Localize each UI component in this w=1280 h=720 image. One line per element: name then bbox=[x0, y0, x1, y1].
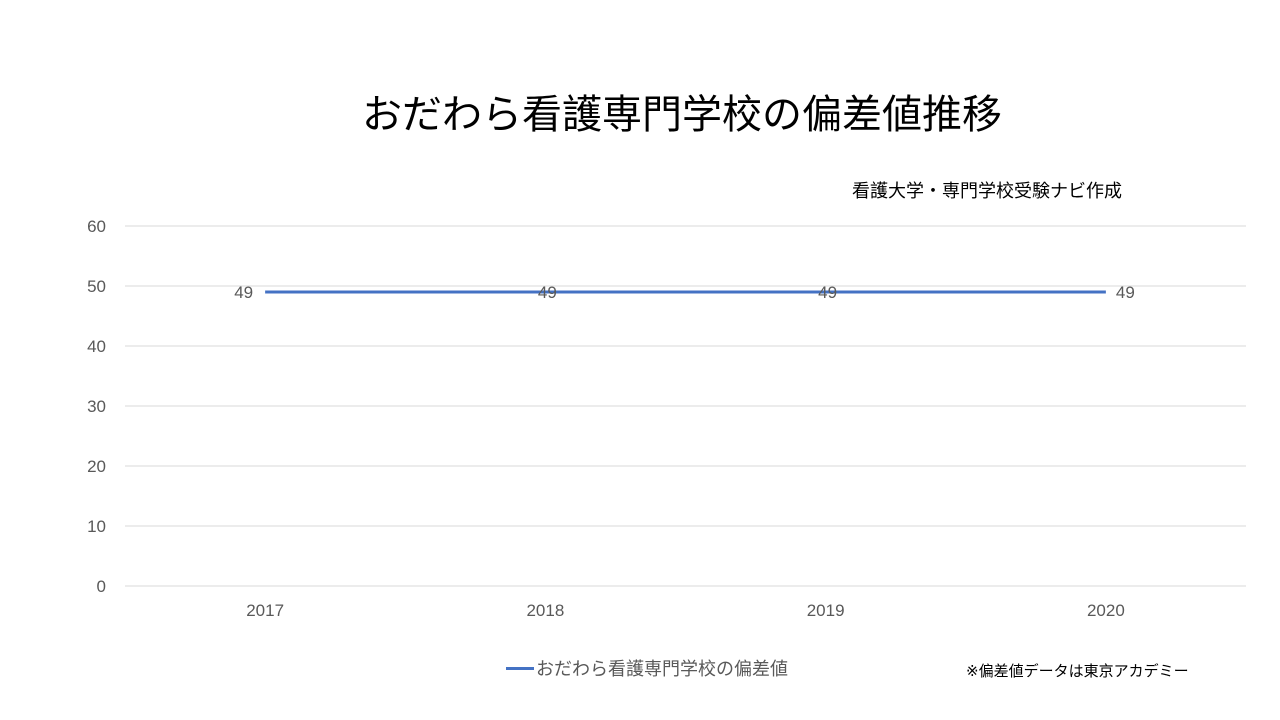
data-label: 49 bbox=[538, 283, 557, 302]
legend: おだわら看護専門学校の偏差値 bbox=[506, 655, 788, 681]
y-tick-label: 60 bbox=[87, 217, 106, 236]
y-tick-label: 50 bbox=[87, 277, 106, 296]
y-tick-label: 40 bbox=[87, 337, 106, 356]
data-label: 49 bbox=[234, 283, 253, 302]
y-tick-label: 10 bbox=[87, 517, 106, 536]
x-tick-label: 2017 bbox=[246, 601, 284, 620]
x-tick-label: 2019 bbox=[807, 601, 845, 620]
chart-title: おだわら看護専門学校の偏差値推移 bbox=[362, 92, 1002, 138]
x-tick-label: 2020 bbox=[1087, 601, 1125, 620]
chart-subtitle: 看護大学・専門学校受験ナビ作成 bbox=[852, 181, 1122, 202]
y-tick-label: 30 bbox=[87, 397, 106, 416]
legend-swatch bbox=[506, 666, 534, 670]
source-note: ※偏差値データは東京アカデミー bbox=[966, 662, 1189, 680]
data-label: 49 bbox=[818, 283, 837, 302]
x-tick-label: 2018 bbox=[526, 601, 564, 620]
legend-label: おだわら看護専門学校の偏差値 bbox=[536, 659, 788, 680]
y-tick-label: 20 bbox=[87, 457, 106, 476]
y-tick-label: 0 bbox=[97, 577, 106, 596]
data-label: 49 bbox=[1116, 283, 1135, 302]
